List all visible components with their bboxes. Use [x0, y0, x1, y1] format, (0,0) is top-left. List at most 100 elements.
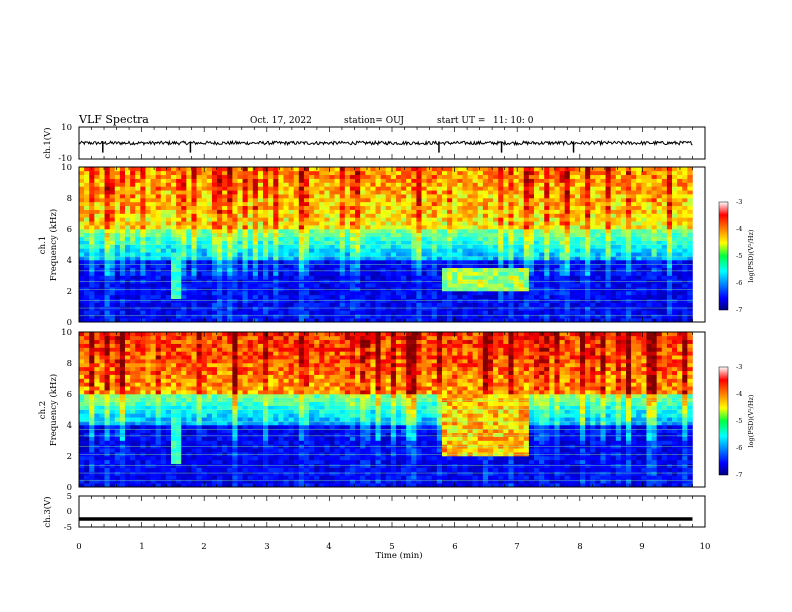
- spectrogram-cell: [237, 205, 243, 210]
- spectrogram-cell: [431, 236, 438, 241]
- spectrogram-cell: [365, 298, 371, 303]
- spectrogram-cell: [191, 283, 197, 288]
- spectrogram-cell: [339, 190, 346, 195]
- spectrogram-cell: [503, 217, 509, 222]
- spectrogram-cell: [441, 178, 448, 183]
- spectrogram-cell: [467, 244, 473, 249]
- spectrogram-cell: [211, 186, 218, 191]
- spectrogram-cell: [462, 240, 468, 245]
- spectrogram-cell: [293, 302, 300, 307]
- spectrogram-cell: [493, 291, 499, 296]
- spectrogram-cell: [278, 170, 284, 176]
- spectrogram-cell: [590, 256, 596, 261]
- spectrogram-cell: [309, 267, 315, 272]
- spectrogram-cell: [370, 201, 376, 207]
- spectrogram-cell: [620, 318, 627, 323]
- spectrogram-cell: [416, 170, 422, 176]
- spectrogram-cell: [549, 275, 555, 280]
- spectrogram-cell: [436, 170, 443, 176]
- spectrogram-cell: [595, 256, 601, 261]
- spectrogram-cell: [329, 275, 335, 280]
- spectrogram-cell: [201, 271, 208, 276]
- spectrogram-cell: [165, 310, 172, 315]
- spectrogram-cell: [523, 229, 530, 234]
- spectrogram-cell: [89, 217, 95, 222]
- spectrogram-cell: [672, 298, 678, 303]
- spectrogram-cell: [401, 294, 407, 300]
- spectrogram-cell: [441, 248, 448, 253]
- spectrogram-cell: [457, 225, 463, 230]
- spectrogram-cell: [145, 306, 151, 311]
- spectrogram-cell: [549, 252, 555, 257]
- spectrogram-cell: [467, 190, 473, 195]
- spectrogram-cell: [176, 205, 182, 210]
- spectrogram-cell: [385, 182, 392, 187]
- spectrogram-cell: [237, 318, 243, 323]
- spectrogram-cell: [528, 318, 535, 323]
- spectrogram-cell: [84, 306, 90, 311]
- spectrogram-cell: [447, 318, 453, 323]
- spectrogram-cell: [160, 221, 167, 226]
- spectrogram-cell: [549, 174, 555, 179]
- spectrogram-cell: [334, 186, 341, 191]
- spectrogram-cell: [462, 213, 468, 218]
- spectrogram-cell: [252, 275, 259, 280]
- spectrogram-cell: [401, 170, 407, 176]
- spectrogram-cell: [406, 167, 412, 172]
- spectrogram-cell: [329, 310, 335, 315]
- spectrogram-cell: [125, 256, 131, 261]
- spectrogram-cell: [298, 217, 305, 222]
- spectrogram-cell: [411, 294, 417, 300]
- spectrogram-cell: [590, 271, 596, 276]
- spectrogram-cell: [395, 225, 402, 230]
- spectrogram-cell: [482, 170, 489, 176]
- spectrogram-cell: [585, 306, 591, 311]
- spectrogram-cell: [222, 221, 228, 226]
- spectrogram-cell: [278, 294, 284, 300]
- spectrogram-cell: [452, 221, 458, 226]
- spectrogram-cell: [636, 291, 642, 296]
- spectrogram-cell: [385, 298, 392, 303]
- spectrogram-cell: [574, 170, 581, 176]
- spectrogram-cell: [687, 248, 693, 253]
- spectrogram-cell: [222, 302, 228, 307]
- spectrogram-cell: [580, 229, 586, 234]
- spectrogram-cell: [472, 182, 479, 187]
- spectrogram-cell: [467, 198, 473, 203]
- spectrogram-cell: [263, 182, 269, 187]
- spectrogram-cell: [171, 194, 177, 199]
- spectrogram-cell: [355, 174, 361, 179]
- spectrogram-cell: [380, 213, 387, 218]
- spectrogram-cell: [283, 252, 289, 257]
- spectrogram-cell: [651, 302, 657, 307]
- spectrogram-cell: [544, 267, 550, 272]
- spectrogram-cell: [135, 225, 141, 230]
- spectrogram-cell: [620, 256, 627, 261]
- spectrogram-cell: [263, 198, 269, 203]
- spectrogram-cell: [222, 310, 228, 315]
- spectrogram-cell: [140, 244, 146, 249]
- spectrogram-cell: [247, 271, 254, 276]
- spectrogram-cell: [171, 186, 177, 191]
- spectrogram-cell: [252, 209, 259, 214]
- spectrogram-cell: [513, 217, 519, 222]
- spectrogram-cell: [498, 194, 504, 199]
- spectrogram-cell: [503, 186, 509, 191]
- spectrogram-cell: [150, 291, 156, 296]
- spectrogram-cell: [513, 310, 519, 315]
- spectrogram-cell: [339, 248, 346, 253]
- spectrogram-cell: [155, 306, 162, 311]
- spectrogram-cell: [682, 318, 688, 323]
- spectrogram-cell: [549, 244, 555, 249]
- spectrogram-cell: [482, 298, 489, 303]
- spectrogram-cell: [181, 318, 187, 323]
- spectrogram-cell: [140, 252, 146, 257]
- spectrogram-cell: [472, 174, 479, 179]
- spectrogram-cell: [314, 236, 320, 241]
- spectrogram-cell: [457, 256, 463, 261]
- spectrogram-cell: [160, 209, 167, 214]
- spectrogram-cell: [421, 263, 427, 269]
- spectrogram-cell: [211, 298, 218, 303]
- spectrogram-cell: [334, 271, 341, 276]
- spectrogram-cell: [329, 221, 335, 226]
